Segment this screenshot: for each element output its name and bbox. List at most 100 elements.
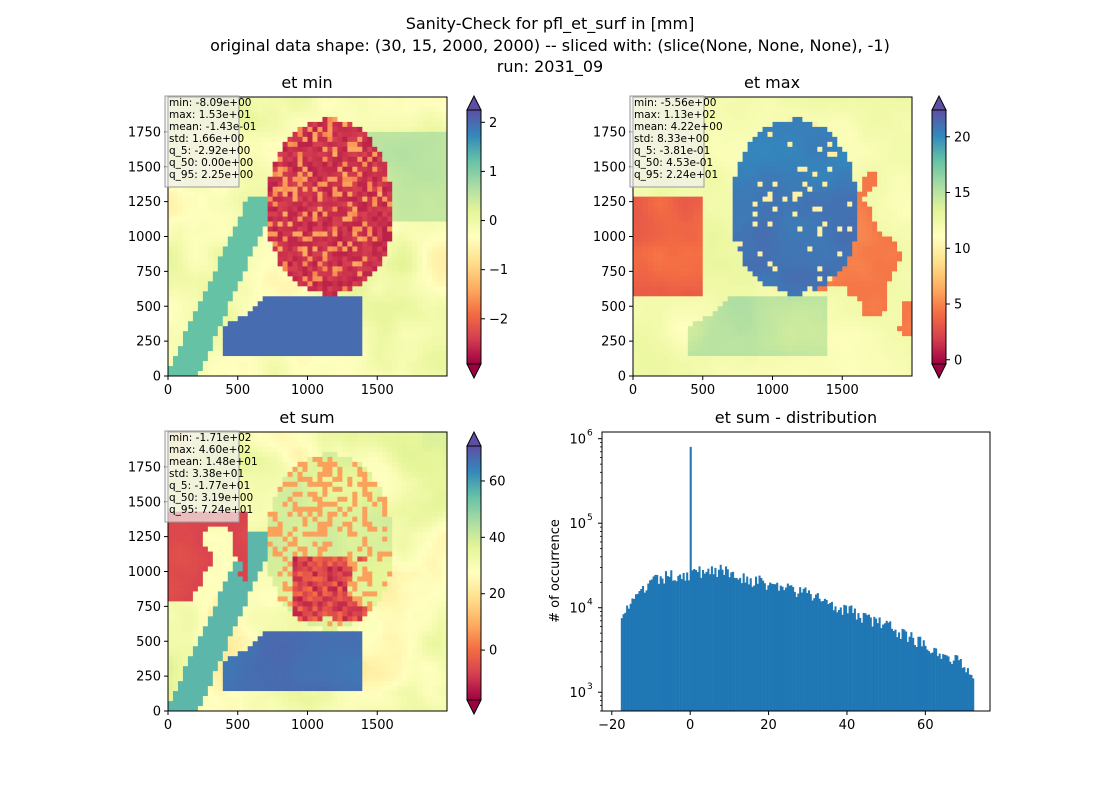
heatmap-cell — [767, 206, 773, 212]
heatmap-cell — [247, 161, 254, 168]
heatmap-cell — [767, 226, 773, 232]
heatmap-cell — [257, 366, 264, 372]
heatmap-cell — [292, 141, 298, 148]
heatmap-cell — [302, 241, 308, 247]
heatmap-cell — [702, 236, 709, 242]
heatmap-cell — [367, 146, 373, 153]
heatmap-cell — [872, 246, 878, 252]
heatmap-cell — [367, 231, 373, 237]
heatmap-cell — [847, 166, 853, 173]
heatmap-cell — [317, 206, 323, 212]
heatmap-cell — [347, 356, 353, 362]
heatmap-cell — [437, 291, 443, 297]
heatmap-cell — [702, 141, 709, 148]
heatmap-cell — [237, 171, 244, 178]
heatmap-cell — [382, 156, 388, 163]
heatmap-cell — [902, 211, 908, 217]
heatmap-cell — [877, 136, 883, 143]
heatmap-cell — [207, 276, 214, 282]
heatmap-cell — [402, 311, 408, 317]
heatmap-cell — [347, 176, 353, 183]
heatmap-cell — [437, 276, 443, 282]
heatmap-cell — [757, 216, 763, 222]
heatmap-cell — [332, 136, 338, 143]
heatmap-cell — [287, 221, 293, 227]
heatmap-cell — [717, 136, 724, 143]
heatmap-cell — [177, 226, 184, 232]
heatmap-cell — [347, 311, 353, 317]
heatmap-cell — [307, 97, 313, 103]
heatmap-cell — [807, 101, 813, 108]
heatmap-cell — [242, 166, 249, 173]
heatmap-cell — [287, 366, 293, 372]
heatmap-cell — [417, 186, 423, 193]
heatmap-cell — [297, 196, 303, 203]
heatmap-cell — [352, 131, 358, 138]
heatmap-cell — [777, 146, 783, 153]
heatmap-cell — [867, 221, 873, 227]
heatmap-cell — [412, 191, 418, 198]
heatmap-cell — [302, 351, 308, 357]
heatmap-cell — [332, 251, 338, 257]
heatmap-cell — [437, 151, 443, 158]
heatmap-cell — [822, 211, 828, 217]
heatmap-cell — [287, 176, 293, 183]
heatmap-cell — [412, 121, 418, 128]
heatmap-cell — [257, 106, 264, 113]
heatmap-cell — [337, 211, 343, 217]
heatmap-cell — [687, 211, 694, 217]
heatmap-cell — [857, 161, 863, 168]
heatmap-cell — [377, 246, 383, 252]
heatmap-cell — [362, 321, 368, 327]
heatmap-cell — [407, 146, 413, 153]
heatmap-cell — [367, 111, 373, 118]
heatmap-cell — [237, 246, 244, 252]
heatmap-cell — [867, 141, 873, 148]
heatmap-cell — [307, 206, 313, 212]
heatmap-cell — [857, 206, 863, 212]
heatmap-cell — [737, 206, 744, 212]
heatmap-cell — [212, 256, 219, 262]
heatmap-cell — [897, 101, 903, 108]
heatmap-cell — [352, 186, 358, 193]
heatmap-cell — [262, 296, 269, 302]
heatmap-cell — [842, 131, 848, 138]
heatmap-cell — [322, 241, 328, 247]
heatmap-cell — [422, 146, 428, 153]
heatmap-cell — [367, 301, 373, 307]
heatmap-cell — [397, 236, 403, 242]
heatmap-cell — [302, 236, 308, 242]
heatmap-cell — [817, 166, 823, 173]
heatmap-cell — [177, 261, 184, 267]
heatmap-cell — [777, 196, 783, 203]
heatmap-cell — [247, 136, 254, 143]
heatmap-cell — [242, 176, 249, 183]
heatmap-cell — [652, 221, 659, 227]
heatmap-cell — [417, 236, 423, 242]
heatmap-cell — [307, 201, 313, 208]
heatmap-cell — [172, 276, 179, 282]
heatmap-cell — [807, 221, 813, 227]
heatmap-cell — [387, 326, 393, 332]
heatmap-cell — [432, 131, 438, 138]
heatmap-cell — [342, 266, 348, 272]
heatmap-cell — [322, 271, 328, 277]
heatmap-cell — [857, 176, 863, 183]
heatmap-cell — [907, 206, 912, 212]
heatmap-cell — [407, 316, 413, 322]
heatmap-cell — [312, 286, 318, 292]
heatmap-cell — [237, 301, 244, 307]
heatmap-cell — [822, 231, 828, 237]
heatmap-cell — [372, 186, 378, 193]
heatmap-cell — [752, 251, 758, 257]
heatmap-cell — [242, 251, 249, 257]
heatmap-cell — [327, 256, 333, 262]
heatmap-cell — [302, 141, 308, 148]
heatmap-cell — [717, 106, 724, 113]
heatmap-cell — [307, 266, 313, 272]
heatmap-cell — [772, 226, 778, 232]
heatmap-cell — [432, 201, 438, 208]
heatmap-cell — [272, 271, 279, 277]
heatmap-cell — [792, 211, 798, 217]
heatmap-cell — [807, 126, 813, 133]
